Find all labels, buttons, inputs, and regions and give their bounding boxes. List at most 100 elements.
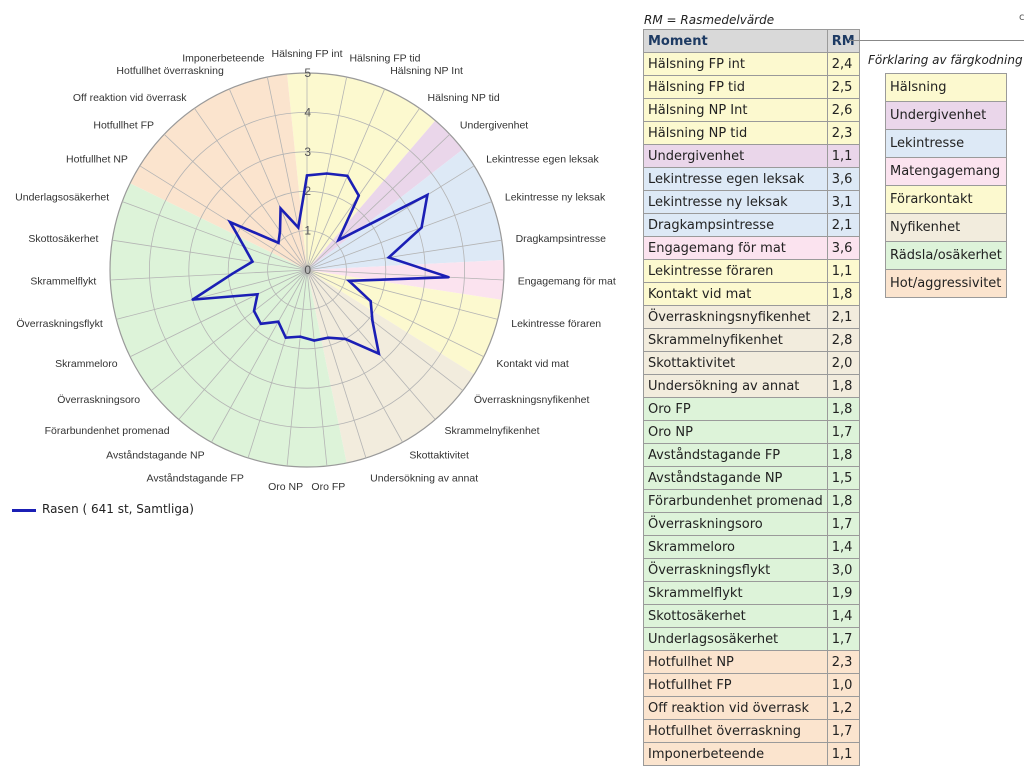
color-key-item: Matengagemang (885, 157, 1007, 186)
series-point (251, 260, 254, 263)
moment-cell: Skottaktivitet (643, 351, 828, 375)
axis-label: Underlagsosäkerhet (15, 192, 109, 204)
series-point (346, 174, 349, 178)
color-key-title: Förklaring av färgkodning (868, 53, 1023, 67)
series-point (259, 322, 263, 326)
grid-spoke (306, 269, 403, 443)
series-line-rasen (191, 172, 450, 356)
table-row: Skrammelnyfikenhet 2,8 (643, 328, 860, 352)
moment-cell: Överraskningsflykt (643, 558, 828, 582)
table-row: Lekintresse ny leksak 3,1 (643, 190, 860, 214)
axis-label: Off reaktion vid överrask (73, 92, 187, 104)
series-point (426, 193, 429, 197)
grid-spoke (112, 239, 308, 271)
rm-cell: 2,3 (826, 121, 860, 145)
axis-label: Överraskningsoro (57, 394, 140, 406)
grid-spoke (178, 269, 308, 420)
rm-cell: 1,1 (826, 259, 860, 283)
grid-spoke (306, 88, 386, 271)
table-row: Undergivenhet 1,1 (643, 144, 860, 168)
rm-cell: 1,8 (826, 443, 860, 467)
color-key-row: Matengagemang (885, 157, 1007, 186)
table-row: Lekintresse egen leksak 3,6 (643, 167, 860, 191)
grid-spoke (211, 269, 308, 443)
series-point (337, 238, 340, 242)
axis-label: Avståndstagande NP (106, 449, 204, 461)
axis-label: Skottaktivitet (409, 449, 469, 461)
axis-label: Hotfullhet FP (93, 120, 154, 132)
r-tick-label: 4 (304, 105, 311, 119)
rm-note: RM = Rasmedelvärde (644, 13, 775, 27)
grid-spoke (306, 133, 451, 271)
moment-cell: Skrammeloro (643, 535, 828, 559)
grid-spoke (122, 201, 308, 271)
r-tick-label: 0 (304, 263, 311, 277)
series-point (325, 172, 329, 175)
moment-cell: Imponerbeteende (643, 742, 828, 766)
table-row: Engagemang för mat 3,6 (643, 236, 860, 260)
table-row: Skottosäkerhet 1,4 (643, 604, 860, 628)
rm-cell: 3,1 (826, 190, 860, 214)
moment-cell: Förarbundenhet promenad (643, 489, 828, 513)
axis-label: Hälsning NP Int (390, 65, 463, 77)
table-row: Hälsning NP Int 2,6 (643, 98, 860, 122)
moment-cell: Hotfullhet FP (643, 673, 828, 697)
rm-cell: 2,4 (826, 52, 860, 76)
series-point (278, 229, 282, 233)
color-key-row: Undergivenhet (885, 101, 1007, 130)
grid-spoke (306, 269, 328, 467)
r-tick-label: 1 (304, 224, 311, 238)
moment-cell: Off reaktion vid överrask (643, 696, 828, 720)
series-point (277, 320, 280, 323)
moment-cell: Avståndstagande FP (643, 443, 828, 467)
grid-spoke (163, 133, 308, 271)
series-point (231, 272, 234, 275)
color-key-row: Lekintresse (885, 129, 1007, 158)
table-row: Skrammelflykt 1,9 (643, 581, 860, 605)
series-point (305, 174, 309, 177)
rm-cell: 2,6 (826, 98, 860, 122)
rm-cell: 2,5 (826, 75, 860, 99)
moment-cell: Underlagsosäkerhet (643, 627, 828, 651)
table-row: Dragkampsintresse 2,1 (643, 213, 860, 237)
legend-series-line (12, 509, 36, 512)
color-key-row: Hälsning (885, 73, 1007, 102)
series-point (299, 335, 302, 338)
color-key-row: Förarkontakt (885, 185, 1007, 214)
moment-cell: Kontakt vid mat (643, 282, 828, 306)
table-row: Överraskningsoro 1,7 (643, 512, 860, 536)
table-row: Lekintresse föraren 1,1 (643, 259, 860, 283)
axis-label: Undergivenhet (460, 120, 528, 132)
moment-cell: Hälsning FP tid (643, 75, 828, 99)
grid-spoke (306, 269, 485, 358)
moment-cell: Hälsning NP Int (643, 98, 828, 122)
grid-spoke (306, 108, 420, 271)
table-row: Hälsning FP int 2,4 (643, 52, 860, 76)
rm-cell: 1,8 (826, 397, 860, 421)
moment-cell: Lekintresse föraren (643, 259, 828, 283)
table-row: Skottaktivitet 2,0 (643, 351, 860, 375)
moment-cell: Undersökning av annat (643, 374, 828, 398)
axis-label: Oro FP (311, 481, 345, 493)
grid-spoke (286, 269, 308, 467)
moment-cell: Hotfullhet överraskning (643, 719, 828, 743)
moment-cell: Dragkampsintresse (643, 213, 828, 237)
rm-cell: 1,8 (826, 282, 860, 306)
color-key-item: Hot/aggressivitet (885, 269, 1007, 298)
table-row: Off reaktion vid överrask 1,2 (643, 696, 860, 720)
grid-spoke (306, 269, 498, 320)
rm-cell: 1,1 (826, 742, 860, 766)
moment-cell: Överraskningsnyfikenhet (643, 305, 828, 329)
series-point (357, 194, 360, 197)
moment-cell: Lekintresse egen leksak (643, 167, 828, 191)
color-key-item: Hälsning (885, 73, 1007, 102)
rm-cell: 2,3 (826, 650, 860, 674)
axis-label: Hälsning FP int (271, 48, 342, 60)
table-row: Undersökning av annat 1,8 (643, 374, 860, 398)
table-row: Skrammeloro 1,4 (643, 535, 860, 559)
table-row: Oro FP 1,8 (643, 397, 860, 421)
grid-spoke (306, 165, 475, 271)
axis-label: Skrammeloro (55, 358, 118, 370)
table-row: Hotfullhet FP 1,0 (643, 673, 860, 697)
axis-label: Lekintresse ny leksak (505, 192, 606, 204)
